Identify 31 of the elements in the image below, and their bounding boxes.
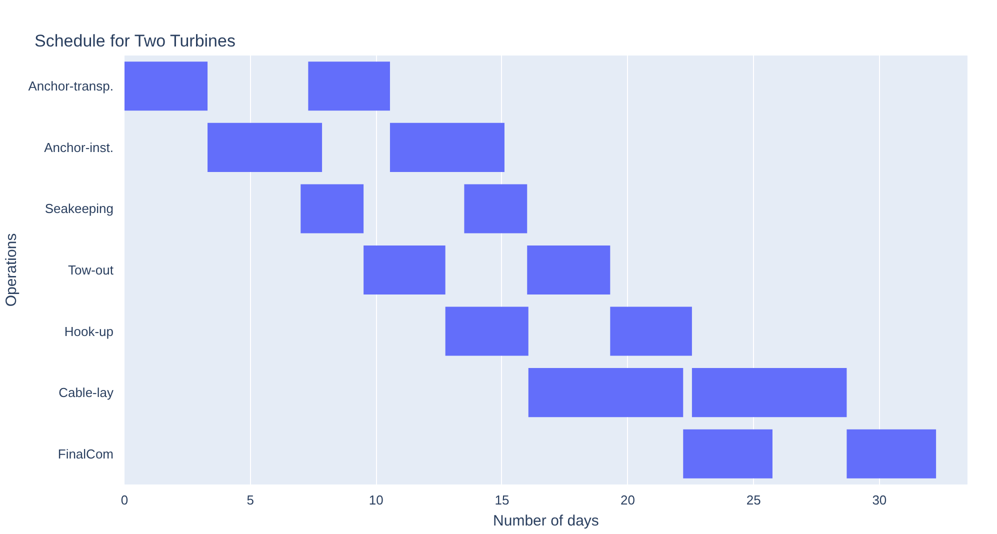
bar bbox=[308, 62, 390, 111]
chart-title: Schedule for Two Turbines bbox=[34, 32, 236, 50]
y-tick-label: Seakeeping bbox=[44, 201, 114, 216]
y-tick-label: Anchor-transp. bbox=[28, 78, 114, 94]
bar bbox=[208, 122, 322, 172]
bar bbox=[445, 306, 528, 356]
x-tick-label: 0 bbox=[120, 492, 128, 508]
bar bbox=[683, 429, 772, 478]
x-tick-label: 30 bbox=[872, 492, 887, 508]
bar bbox=[692, 368, 847, 418]
x-tick-label: 20 bbox=[620, 492, 636, 508]
bar bbox=[528, 368, 684, 418]
bar bbox=[846, 429, 936, 478]
x-tick-label: 25 bbox=[746, 492, 761, 508]
y-tick-label: Tow-out bbox=[68, 262, 114, 278]
bar bbox=[364, 245, 446, 295]
x-axis-title: Number of days bbox=[493, 512, 599, 530]
bar bbox=[464, 184, 528, 234]
y-axis-title: Operations bbox=[3, 233, 20, 307]
y-tick-label: Cable-lay bbox=[58, 385, 114, 400]
bar bbox=[527, 245, 610, 295]
y-tick-label: FinalCom bbox=[58, 446, 114, 462]
x-tick-label: 15 bbox=[494, 492, 510, 508]
x-tick-label: 5 bbox=[246, 492, 254, 508]
bar bbox=[390, 122, 504, 172]
y-tick-label: Hook-up bbox=[64, 324, 114, 339]
bar bbox=[124, 62, 208, 111]
bar bbox=[610, 306, 692, 356]
bar bbox=[300, 184, 364, 234]
y-tick-label: Anchor-inst. bbox=[44, 140, 114, 155]
x-tick-label: 10 bbox=[368, 492, 384, 508]
